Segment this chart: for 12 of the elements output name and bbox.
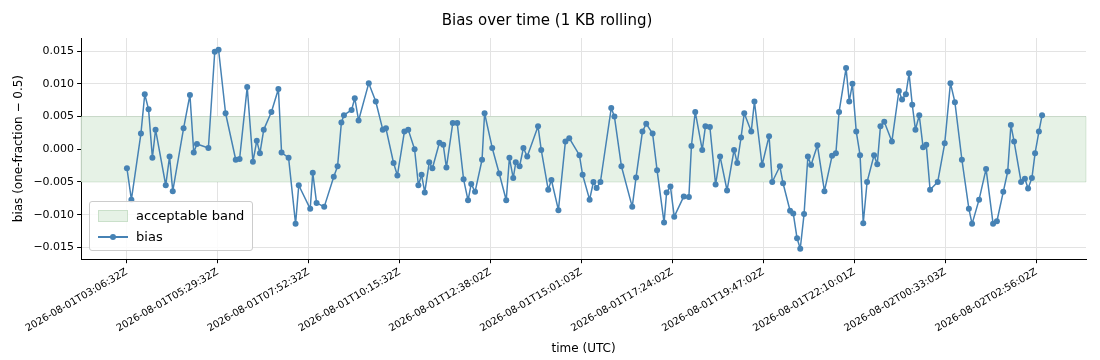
y-tick-label: 0.015 [42, 43, 75, 57]
legend-label: bias [136, 229, 163, 245]
y-tick-label: −0.015 [33, 240, 75, 254]
y-tick-label: −0.010 [33, 207, 75, 221]
chart-title: Bias over time (1 KB rolling) [441, 10, 653, 29]
y-tick-label: 0.010 [42, 76, 75, 90]
y-tick-label: 0.000 [42, 142, 75, 156]
legend-label: acceptable band [136, 208, 245, 224]
y-axis-title: bias (one-fraction − 0.5) [11, 74, 26, 223]
y-tick-label: −0.005 [33, 174, 75, 188]
x-axis-title: time (UTC) [551, 340, 616, 355]
y-tick-label: 0.005 [42, 109, 75, 123]
